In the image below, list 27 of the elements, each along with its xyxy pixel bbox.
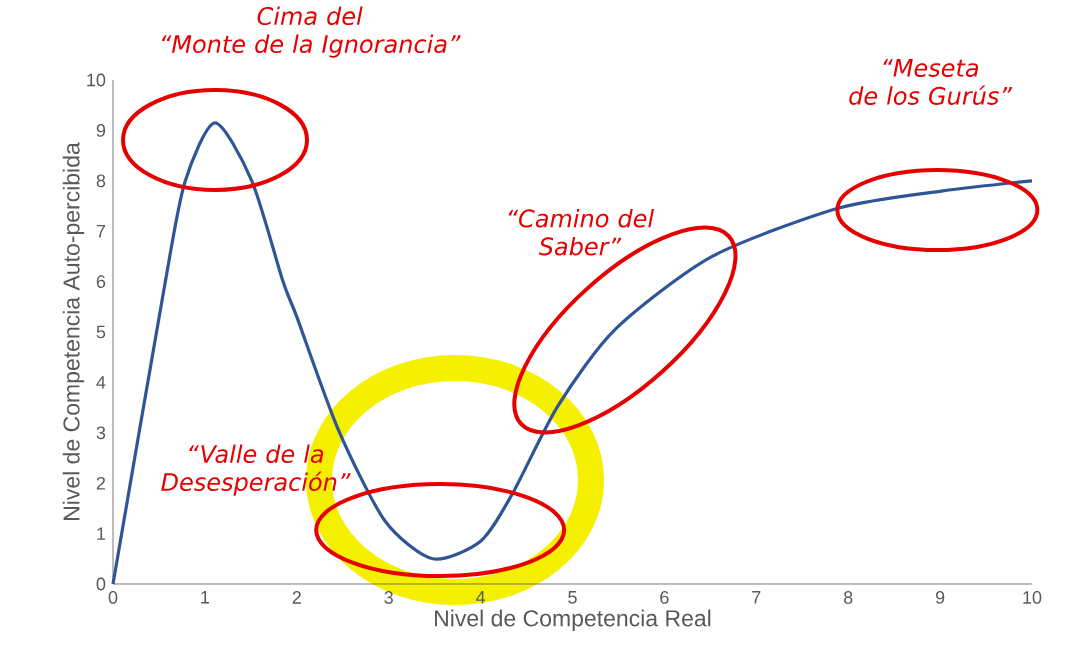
annotation: “Camino del Saber”: [508, 208, 654, 256]
x-tick-label: 9: [935, 591, 945, 604]
y-tick-label: 4: [96, 376, 106, 389]
x-tick-label: 4: [476, 591, 486, 604]
y-tick-label: 10: [87, 73, 106, 87]
x-tick-label: 3: [384, 591, 393, 604]
y-tick-label: 9: [96, 124, 106, 137]
x-tick-label: 1: [201, 591, 210, 604]
x-axis-title: Nivel de Competencia Real: [435, 609, 711, 631]
y-tick-label: 5: [96, 325, 106, 339]
x-tick-label: 10: [1023, 591, 1042, 604]
y-tick-label: 2: [96, 476, 106, 490]
y-axis-title: Nivel de Competencia Auto-percibida: [62, 142, 85, 520]
y-tick-label: 6: [96, 275, 106, 288]
annotation: “Meseta de los Gurús”: [849, 59, 1013, 105]
x-tick-label: 6: [660, 591, 669, 604]
text: Cima del “Monte de la Ignorancia”: [162, 6, 461, 58]
y-tick-label: 1: [97, 527, 106, 540]
x-tick-label: 7: [752, 591, 761, 604]
y-tick-label: 0: [96, 577, 106, 591]
y-tick-label: 7: [96, 225, 106, 238]
y-tick-label: 3: [96, 426, 106, 440]
x-tick-label: 0: [108, 591, 118, 604]
x-tick-label: 2: [292, 591, 301, 604]
x-tick-label: 8: [843, 591, 853, 604]
y-tick-label: 8: [96, 174, 106, 188]
x-tick-label: 5: [568, 591, 577, 604]
